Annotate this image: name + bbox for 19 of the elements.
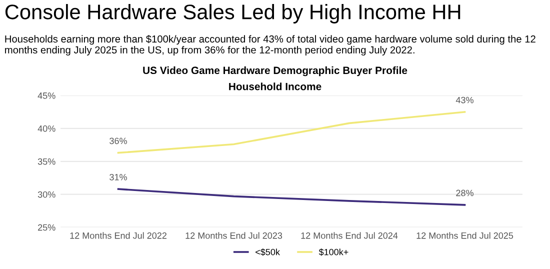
text: US Video Game Hardware Demographic Buyer Profile	[143, 66, 408, 76]
chart-title: Console Hardware Sales Led by High Income HH	[5, 4, 460, 24]
data-label: 31%	[110, 174, 127, 180]
legend-label: $100k+	[318, 248, 348, 256]
data-label: 36%	[110, 138, 127, 144]
x-tick-label: 12 Months End Jul 2025	[416, 232, 514, 239]
y-tick-label: 35%	[38, 158, 56, 165]
y-tick-label: 25%	[38, 224, 56, 231]
y-tick-label: 30%	[38, 191, 56, 198]
chart-subtitle: Households earning more than $100k/year accounted for 43% of total video game hardware volume sold during the 12 months ending July 2025 in the US, up from 36% for the 12-month period ending July 2022.	[5, 34, 536, 56]
y-tick-label: 45%	[38, 92, 56, 99]
x-tick-label: 12 Months End Jul 2023	[186, 232, 282, 239]
legend-label: <$50k	[256, 248, 280, 256]
text: Household Income	[229, 82, 322, 90]
x-tick-label: 12 Months End Jul 2022	[70, 232, 166, 239]
data-label: 28%	[456, 190, 474, 196]
y-tick-label: 40%	[38, 125, 56, 132]
data-label: 43%	[456, 96, 474, 104]
x-tick-label: 12 Months End Jul 2024	[301, 232, 398, 239]
